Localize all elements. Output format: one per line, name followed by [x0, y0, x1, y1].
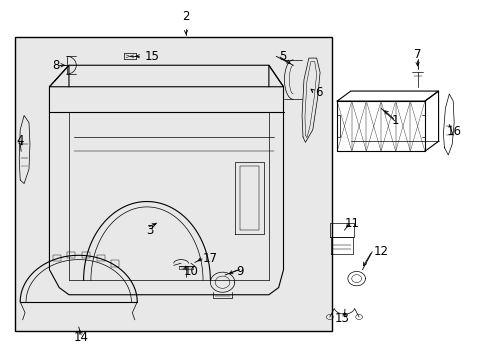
- Text: 11: 11: [344, 216, 359, 230]
- Text: 15: 15: [144, 50, 159, 63]
- Text: 7: 7: [413, 48, 421, 61]
- Text: 16: 16: [446, 125, 461, 138]
- Text: 4: 4: [17, 134, 24, 147]
- Text: 14: 14: [74, 331, 88, 344]
- Text: 13: 13: [334, 311, 349, 325]
- Text: 2: 2: [182, 10, 189, 23]
- Text: 10: 10: [183, 265, 198, 278]
- Text: 1: 1: [391, 114, 399, 127]
- Text: 5: 5: [278, 50, 285, 63]
- Bar: [15, 37, 331, 330]
- Text: 9: 9: [235, 265, 243, 278]
- Text: 3: 3: [145, 224, 153, 237]
- Text: 17: 17: [203, 252, 218, 265]
- Text: 6: 6: [315, 86, 322, 99]
- Text: 12: 12: [373, 245, 388, 258]
- Text: 8: 8: [52, 59, 59, 72]
